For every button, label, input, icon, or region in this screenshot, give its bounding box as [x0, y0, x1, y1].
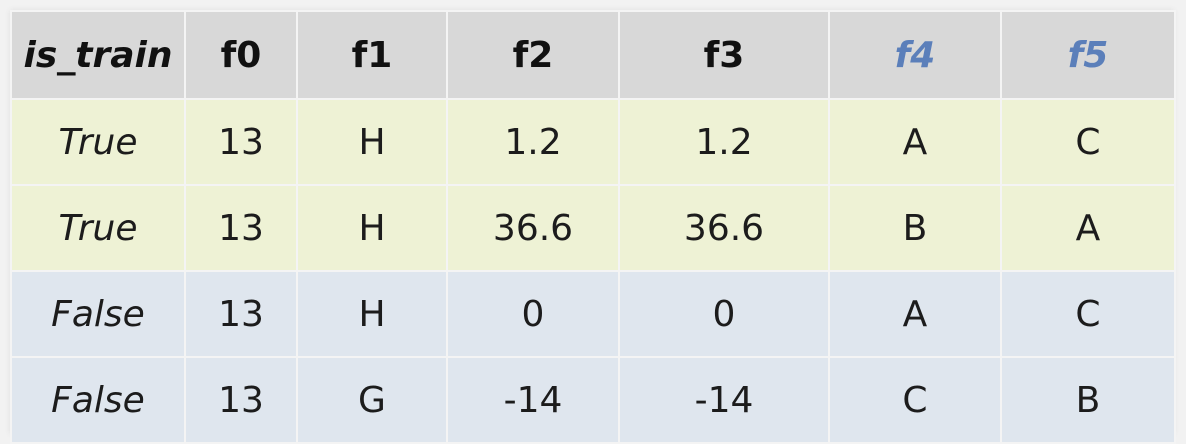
cell-f4: C [828, 356, 1002, 444]
header-is-train: is_train [10, 10, 186, 100]
cell-f3: -14 [618, 356, 830, 444]
table-row: True 13 H 36.6 36.6 B A [10, 184, 1176, 272]
header-f4: f4 [828, 10, 1002, 100]
header-row: is_train f0 f1 f2 f3 f4 f5 [10, 10, 1176, 100]
header-f0: f0 [184, 10, 298, 100]
cell-f4: A [828, 270, 1002, 358]
cell-f0: 13 [184, 184, 298, 272]
table-row: False 13 G -14 -14 C B [10, 356, 1176, 444]
cell-f1: G [296, 356, 448, 444]
cell-f5: C [1000, 98, 1176, 186]
cell-f3: 36.6 [618, 184, 830, 272]
cell-is-train: True [10, 184, 186, 272]
cell-f3: 1.2 [618, 98, 830, 186]
cell-f4: B [828, 184, 1002, 272]
table-row: False 13 H 0 0 A C [10, 270, 1176, 358]
cell-f5: B [1000, 356, 1176, 444]
header-f1: f1 [296, 10, 448, 100]
cell-is-train: False [10, 356, 186, 444]
cell-is-train: False [10, 270, 186, 358]
cell-f1: H [296, 98, 448, 186]
cell-f1: H [296, 184, 448, 272]
cell-f2: 0 [446, 270, 620, 358]
cell-f0: 13 [184, 270, 298, 358]
cell-f2: -14 [446, 356, 620, 444]
cell-f2: 36.6 [446, 184, 620, 272]
header-f3: f3 [618, 10, 830, 100]
cell-f3: 0 [618, 270, 830, 358]
cell-is-train: True [10, 98, 186, 186]
cell-f0: 13 [184, 98, 298, 186]
table-frame: is_train f0 f1 f2 f3 f4 f5 True 13 H 1.2… [10, 10, 1176, 444]
header-f5: f5 [1000, 10, 1176, 100]
data-table: is_train f0 f1 f2 f3 f4 f5 True 13 H 1.2… [10, 10, 1176, 444]
table-row: True 13 H 1.2 1.2 A C [10, 98, 1176, 186]
header-f2: f2 [446, 10, 620, 100]
cell-f4: A [828, 98, 1002, 186]
cell-f5: A [1000, 184, 1176, 272]
cell-f1: H [296, 270, 448, 358]
cell-f2: 1.2 [446, 98, 620, 186]
cell-f5: C [1000, 270, 1176, 358]
cell-f0: 13 [184, 356, 298, 444]
